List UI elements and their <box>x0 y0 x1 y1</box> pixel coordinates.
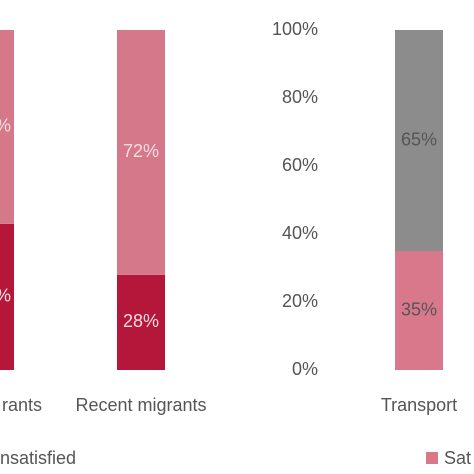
data-label: 35% <box>401 299 437 319</box>
y-tick-label: 40% <box>282 223 318 243</box>
data-label: 65% <box>401 129 437 149</box>
bar-segment <box>117 30 165 275</box>
legend-marker <box>426 452 438 464</box>
x-tick-label: rants <box>2 395 42 415</box>
y-tick-label: 0% <box>292 359 318 379</box>
bar-segment <box>395 30 443 251</box>
data-label: % <box>0 286 11 306</box>
bar-segment <box>117 274 165 370</box>
bar-segment <box>0 223 14 370</box>
y-tick-label: 80% <box>282 87 318 107</box>
x-tick-label: Recent migrants <box>75 395 206 415</box>
x-tick-label: Transport <box>381 395 457 415</box>
legend-label: nsatisfied <box>0 448 76 468</box>
y-tick-label: 20% <box>282 291 318 311</box>
data-label: % <box>0 116 11 136</box>
bar-segment <box>395 251 443 370</box>
y-tick-label: 60% <box>282 155 318 175</box>
data-label: 72% <box>123 141 159 161</box>
bar-segment <box>0 30 14 224</box>
data-label: 28% <box>123 311 159 331</box>
y-tick-label: 100% <box>272 19 318 39</box>
legend-label: Sat <box>444 448 471 468</box>
